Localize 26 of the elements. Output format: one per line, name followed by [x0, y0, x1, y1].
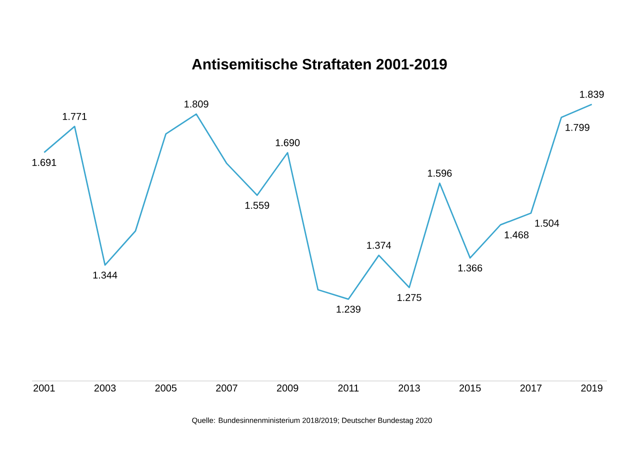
chart-title: Antisemitische Straftaten 2001-2019: [192, 58, 447, 70]
x-tick-label: 2015: [460, 384, 481, 392]
x-tick-label: 2007: [216, 384, 238, 392]
x-tick-label: 2003: [94, 384, 116, 392]
data-label: 1.504: [535, 220, 560, 227]
x-tick-label: 2013: [398, 384, 420, 392]
data-label: 1.468: [504, 231, 529, 238]
data-label: 1.771: [62, 113, 87, 120]
data-label: 1.366: [458, 264, 482, 272]
data-label: 1.374: [367, 242, 392, 249]
data-label: 1.596: [428, 170, 452, 177]
x-tick-label: 2019: [581, 384, 602, 392]
data-label: 1.690: [276, 139, 300, 146]
x-tick-label: 2005: [155, 384, 177, 392]
x-tick-label: 2009: [276, 384, 298, 392]
data-label: 1.839: [580, 90, 604, 98]
data-label: 1.799: [566, 124, 590, 131]
x-tick-label: 2017: [520, 384, 542, 392]
data-label: 1.275: [398, 294, 422, 302]
data-label: 1.809: [184, 100, 208, 108]
x-tick-label: 2001: [34, 384, 55, 392]
data-label: 1.344: [93, 272, 118, 279]
data-label: 1.691: [32, 158, 56, 166]
x-tick-label: 2011: [338, 384, 359, 392]
data-label: 1.559: [245, 202, 270, 209]
data-label: 1.239: [336, 306, 360, 313]
